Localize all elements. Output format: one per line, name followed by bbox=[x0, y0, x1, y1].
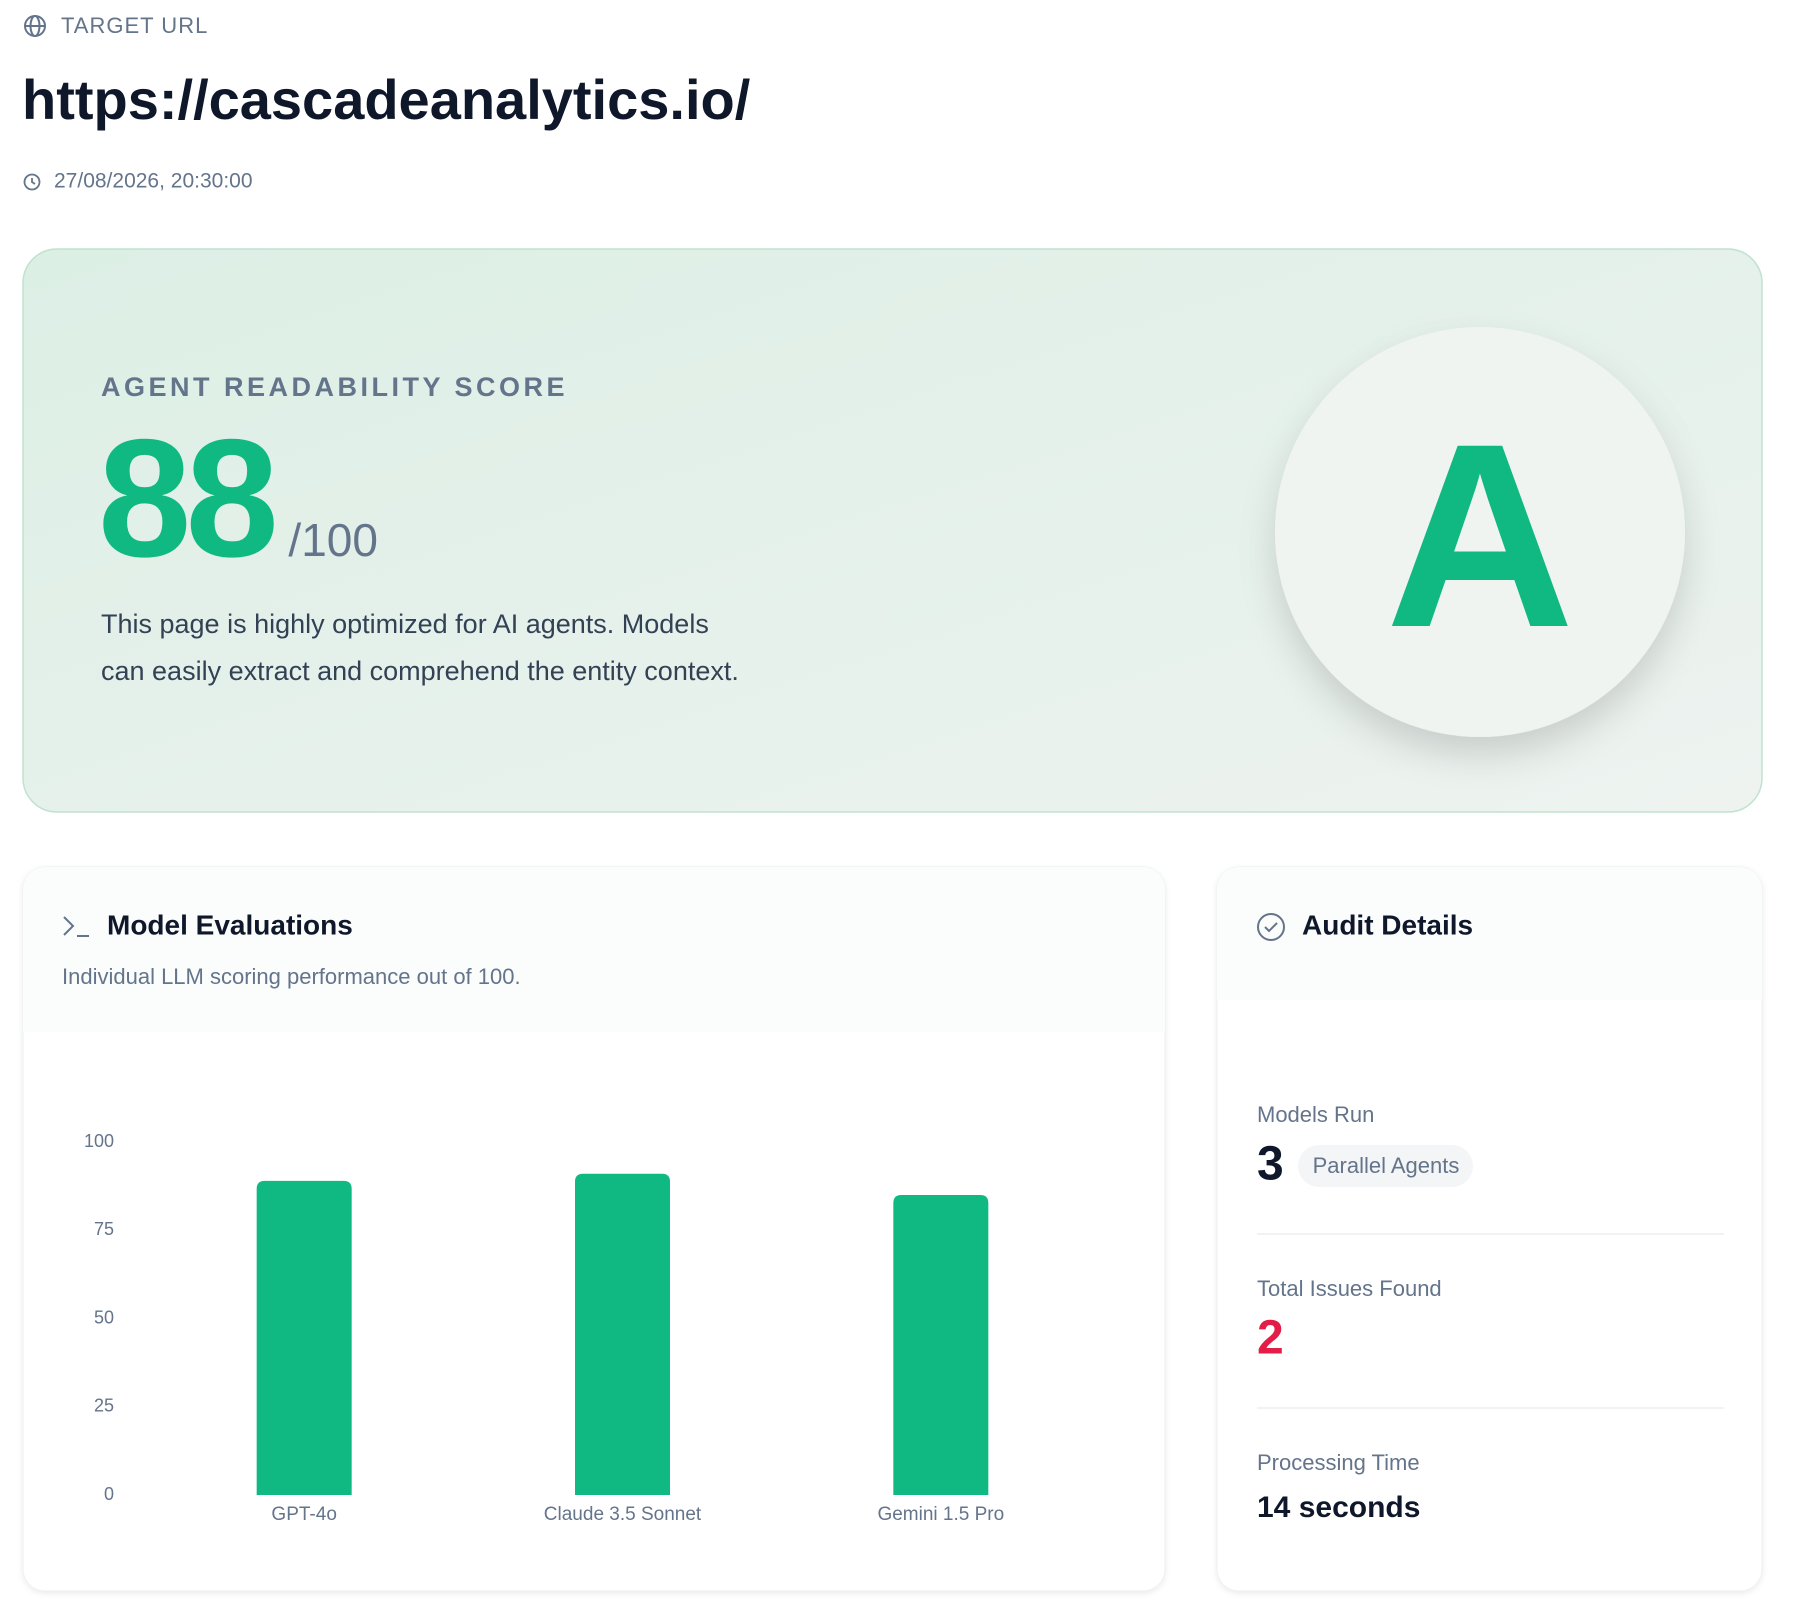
score-value: 88 bbox=[98, 404, 274, 592]
grade-circle bbox=[1275, 327, 1685, 737]
stat-label: Models Run bbox=[1257, 1102, 1374, 1127]
url: https://cascadeanalytics.io/ bbox=[22, 68, 751, 131]
x-tick-label: GPT-4o bbox=[271, 1504, 336, 1525]
x-tick-label: Claude 3.5 Sonnet bbox=[544, 1504, 702, 1525]
score-description: can easily extract and comprehend the en… bbox=[101, 656, 739, 686]
grade: A bbox=[1385, 389, 1574, 682]
audit-title: Audit Details bbox=[1302, 909, 1473, 940]
bar-chart: 0 25 50 75 100 GPT-4o Claude 3.5 Sonnet Gemini … bbox=[84, 1131, 1004, 1525]
badge bbox=[1298, 1145, 1473, 1187]
terminal-icon bbox=[63, 916, 89, 937]
clock-icon bbox=[23, 173, 41, 191]
stat-label: Processing Time bbox=[1257, 1450, 1420, 1475]
url-label: TARGET URL bbox=[61, 13, 208, 38]
score-label: AGENT READABILITY SCORE bbox=[101, 372, 568, 402]
y-tick-label: 75 bbox=[94, 1219, 114, 1239]
timestamp: 27/08/2026, 20:30:00 bbox=[54, 170, 253, 193]
score-max: /100 bbox=[288, 514, 378, 566]
score-description: This page is highly optimized for AI age… bbox=[101, 609, 709, 639]
stat-value: 14 seconds bbox=[1257, 1491, 1420, 1524]
x-tick-label: Gemini 1.5 Pro bbox=[877, 1504, 1004, 1525]
bar bbox=[256, 1180, 352, 1495]
stat-label: Total Issues Found bbox=[1257, 1276, 1442, 1301]
y-tick-label: 100 bbox=[84, 1131, 114, 1151]
check-icon bbox=[1257, 913, 1285, 941]
bar bbox=[575, 1173, 670, 1495]
card-header bbox=[1217, 867, 1762, 1000]
bar bbox=[893, 1194, 989, 1495]
y-tick-label: 0 bbox=[104, 1484, 114, 1504]
y-tick-label: 25 bbox=[94, 1396, 114, 1416]
chart-title: Model Evaluations bbox=[107, 909, 353, 940]
card-header bbox=[23, 867, 1165, 1032]
score-card bbox=[22, 248, 1763, 813]
globe-icon bbox=[24, 15, 46, 37]
badge-text: Parallel Agents bbox=[1313, 1153, 1460, 1178]
chart-subtitle: Individual LLM scoring performance out o… bbox=[62, 964, 521, 989]
y-tick-label: 50 bbox=[94, 1307, 114, 1327]
stat-value: 3 bbox=[1257, 1138, 1284, 1191]
stat-value: 2 bbox=[1257, 1312, 1284, 1365]
